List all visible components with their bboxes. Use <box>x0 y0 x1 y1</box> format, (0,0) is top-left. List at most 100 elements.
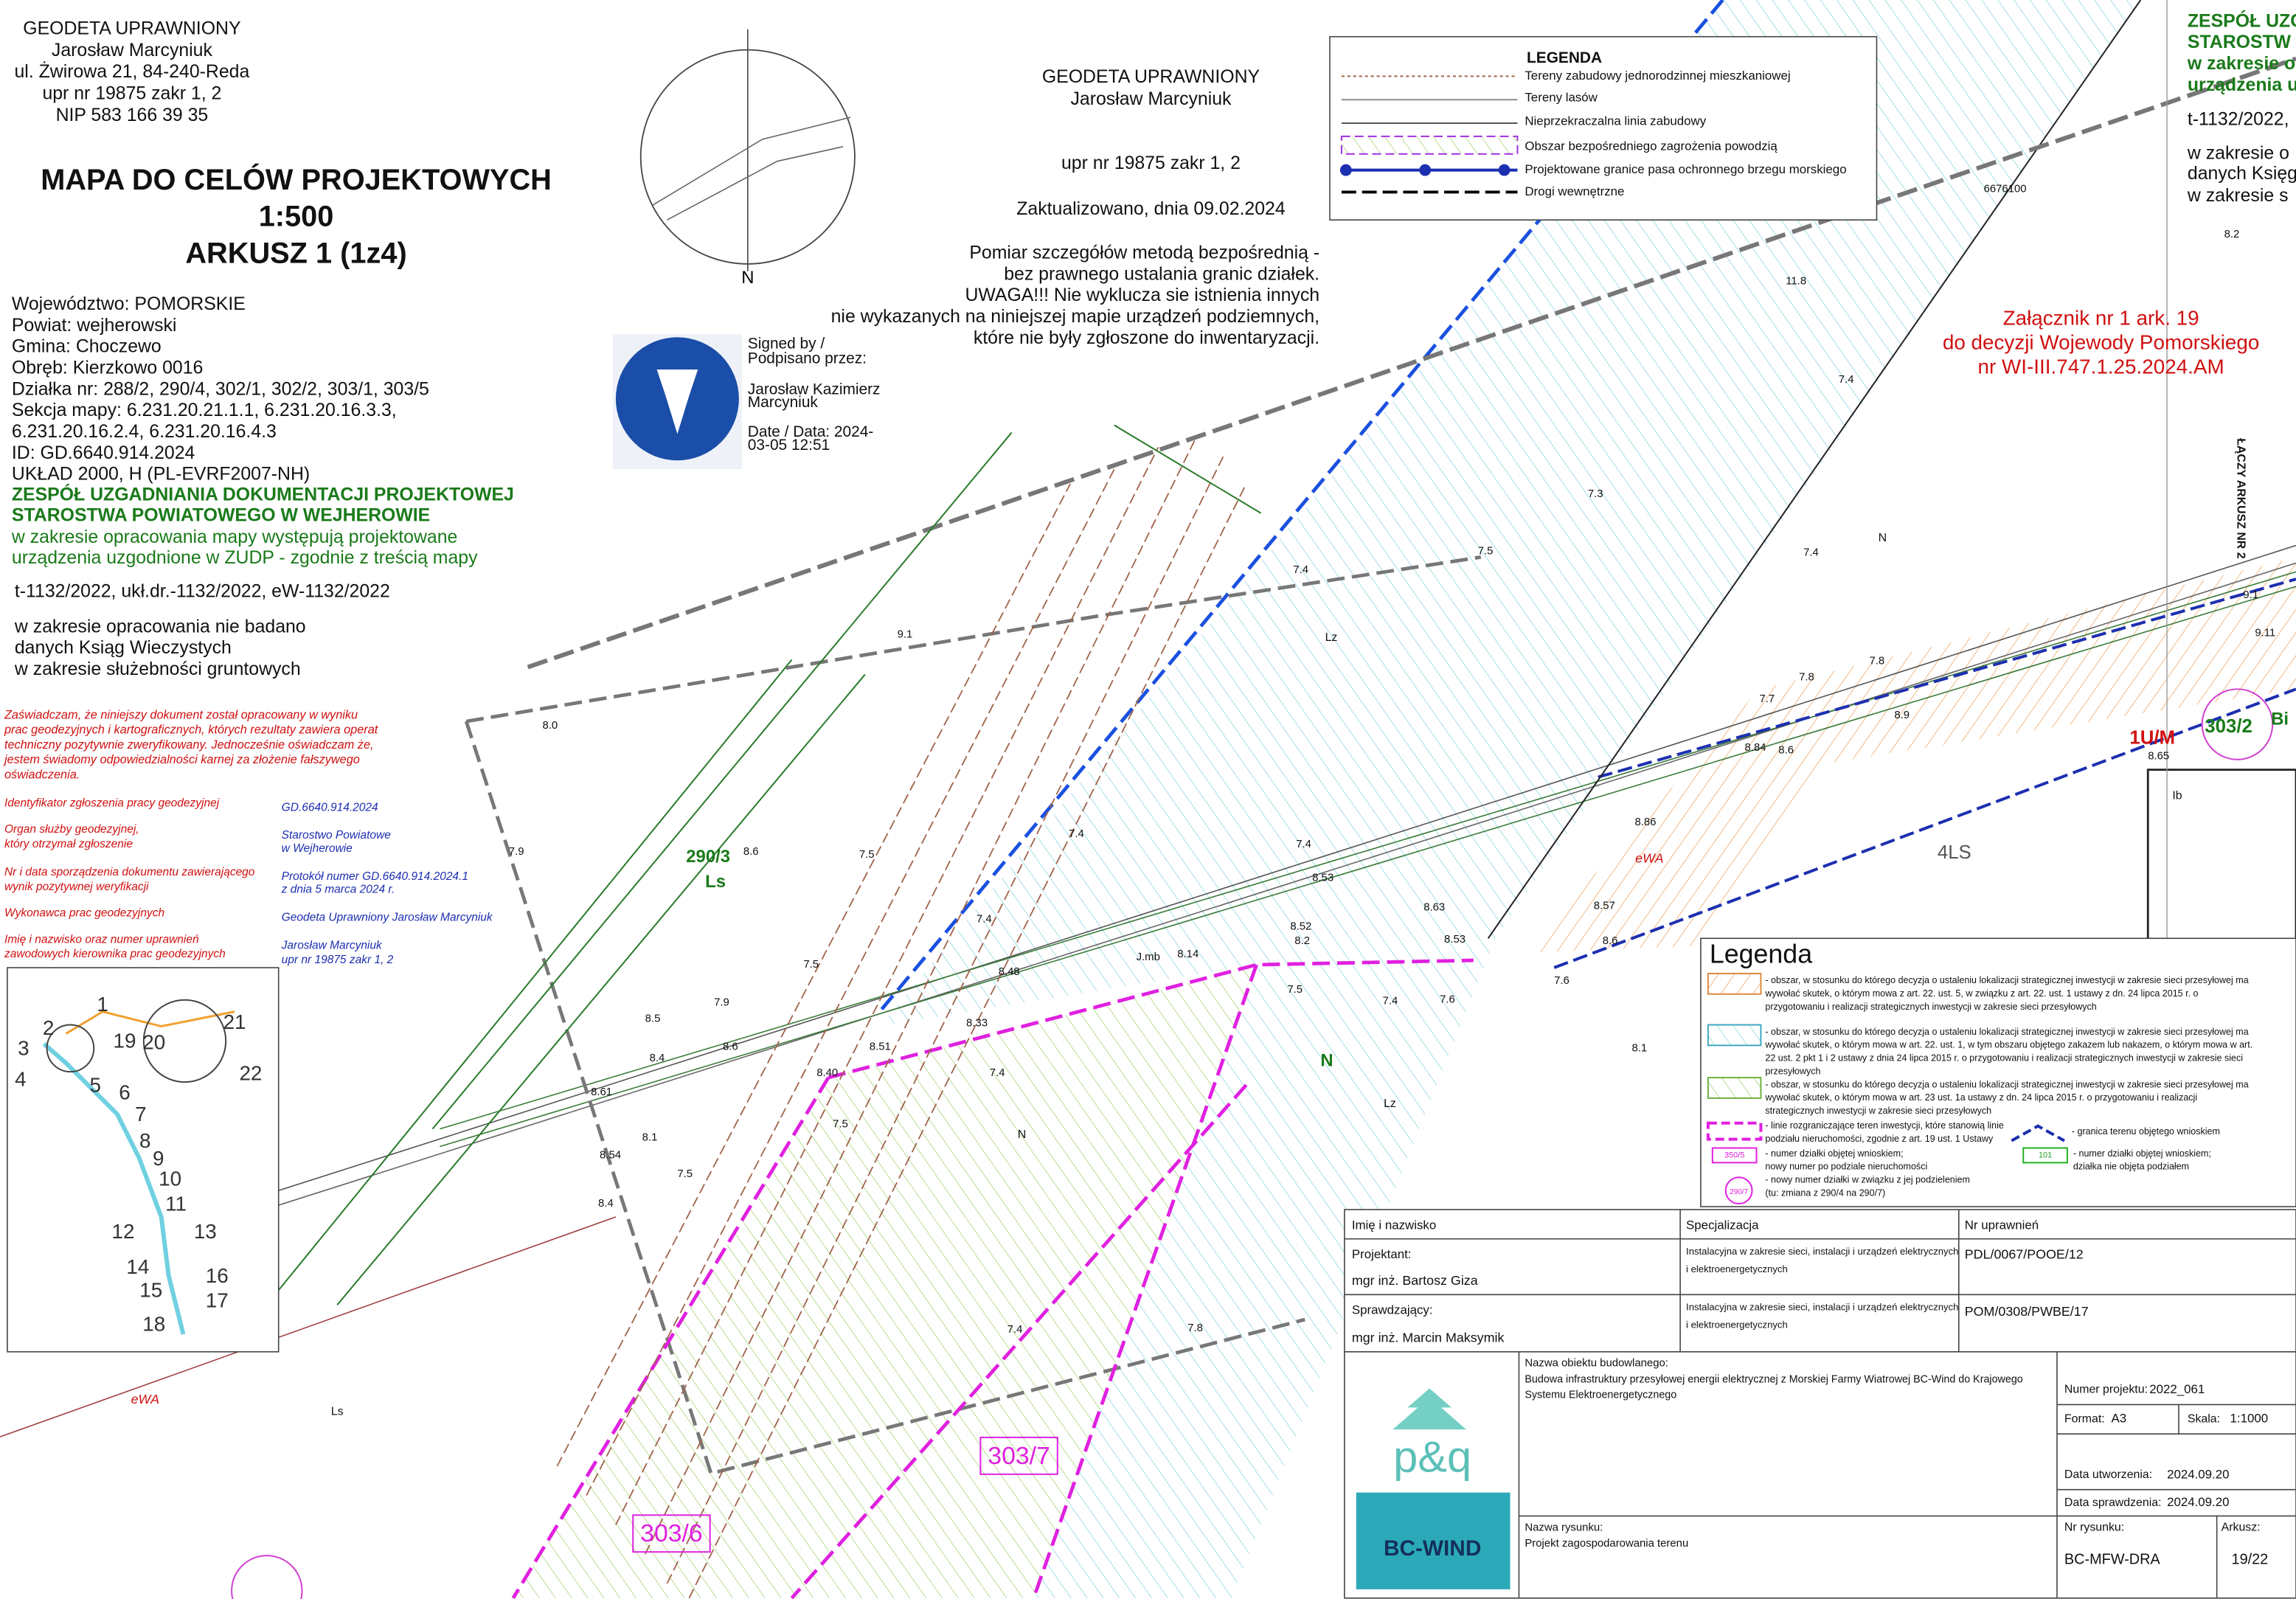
elevation: 7.5 <box>1287 984 1303 996</box>
location-info: UKŁAD 2000, H (PL-EVRF2007-NH) <box>12 465 310 485</box>
elevation: 7.5 <box>859 849 875 861</box>
field-label: Data sprawdzenia: <box>2064 1496 2162 1509</box>
elevation: 7.4 <box>977 913 992 925</box>
elevation: 7.5 <box>803 959 819 971</box>
legend-item: - obszar, w stosunku do którego decyzja … <box>1765 1079 2248 1089</box>
parcel-label: 303/2 <box>2205 716 2252 737</box>
elevation: 9.1 <box>898 629 913 641</box>
parcel-label: ŁĄCZY ARKUSZ NR 2 <box>2234 438 2247 558</box>
legend-item: podziału nieruchomości, zgodnie z art. 1… <box>1765 1134 1994 1144</box>
elevation: 7.6 <box>1554 975 1570 987</box>
elevation: 7.4 <box>1803 547 1819 558</box>
index-sheet: 9 <box>153 1147 164 1170</box>
logo-bc: BC-WIND <box>1384 1536 1481 1561</box>
elevation: 8.9 <box>1894 710 1910 721</box>
elevation: 8.5 <box>645 1013 661 1025</box>
elevation: 7.8 <box>1870 655 1885 667</box>
signature-icon <box>613 334 742 469</box>
verification-value: Starostwo Powiatowe <box>282 829 392 842</box>
verification-label: Imię i nazwisko oraz numer uprawnień <box>4 933 199 946</box>
elevation: 8.2 <box>2224 229 2240 240</box>
licence-number: POM/0308/PWBE/17 <box>1965 1304 2089 1319</box>
legend-item: strategicznych inwestycji w zakresie sie… <box>1765 1106 1991 1116</box>
field-label: Format: <box>2064 1412 2105 1425</box>
verification-label: Organ służby geodezyjnej, <box>4 823 139 836</box>
parcel-label: Lz <box>1384 1097 1396 1110</box>
index-sheet: 11 <box>165 1192 187 1215</box>
elevation: 6676100 <box>1984 183 2027 195</box>
edge-note: t-1132/2022, <box>2188 110 2289 130</box>
field-value: 2022_061 <box>2149 1382 2205 1396</box>
legend-item: - obszar, w stosunku do którego decyzja … <box>1765 975 2248 985</box>
location-info: Działka nr: 288/2, 290/4, 302/1, 302/2, … <box>12 379 429 399</box>
field-label: Skala: <box>2188 1412 2220 1425</box>
declaration: oświadczenia. <box>4 769 80 782</box>
location-info: Gmina: Choczewo <box>12 337 162 357</box>
registry-ids: t-1132/2022, ukł.dr.-1132/2022, eW-1132/… <box>15 582 390 602</box>
field-label: Data utworzenia: <box>2064 1468 2152 1481</box>
legend-item: 22 ust. 2 pkt 1 i 2 ustawy z dnia 24 lip… <box>1765 1053 2243 1064</box>
location-info: Województwo: POMORSKIE <box>12 294 246 314</box>
attachment-note: do decyzji Wojewody Pomorskiego <box>1943 331 2259 354</box>
legend-item: - nowy numer działki w związku z jej pod… <box>1765 1175 1970 1185</box>
index-sheet: 19 <box>113 1030 136 1052</box>
index-sheet: 5 <box>89 1073 100 1096</box>
signature-text: Marcyniuk <box>748 394 819 411</box>
title-block-frame <box>1345 1210 2296 1598</box>
elevation: 7.4 <box>1293 564 1308 576</box>
symbol <box>1342 136 1518 154</box>
verification-label: Wykonawca prac geodezyjnych <box>4 907 164 920</box>
elevation: 8.0 <box>543 720 558 732</box>
elevation: 8.52 <box>1290 920 1311 932</box>
field-label: Arkusz: <box>2222 1522 2261 1534</box>
surveyor-header: Jarosław Marcyniuk <box>52 41 213 60</box>
parcel-label: 4LS <box>1938 842 1971 863</box>
symbol <box>1419 164 1431 176</box>
elevation: 7.9 <box>509 846 524 858</box>
elevation: 9.1 <box>2243 589 2258 601</box>
legend-item: (tu: zmiana z 290/4 na 290/7) <box>1765 1187 1885 1198</box>
zudp-note: w zakresie opracowania mapy występują pr… <box>11 527 457 547</box>
land-register-note: danych Ksiąg Wieczystych <box>15 638 232 658</box>
location-info: Powiat: wejherowski <box>12 316 177 336</box>
parcel-label: N <box>1320 1051 1333 1071</box>
verification-value: upr nr 19875 zakr 1, 2 <box>282 954 394 966</box>
survey-note: UWAGA!!! Nie wyklucza sie istnienia inny… <box>965 285 1319 305</box>
swatch <box>1708 1025 1761 1046</box>
legend-item: nowy numer po podziale nieruchomości <box>1765 1162 1927 1172</box>
index-sheet: 20 <box>142 1031 165 1054</box>
location-info: 6.231.20.16.2.4, 6.231.20.16.4.3 <box>12 422 277 442</box>
elevation: 8.48 <box>999 966 1020 978</box>
index-sheet: 21 <box>223 1010 246 1033</box>
person-name: mgr inż. Marcin Maksymik <box>1352 1331 1505 1345</box>
elevation: 8.84 <box>1745 742 1766 754</box>
title: 1:500 <box>259 201 334 233</box>
surveyor-name: GEODETA UPRAWNIONY <box>1042 67 1260 87</box>
object-name: Budowa infrastruktury przesyłowej energi… <box>1525 1373 2022 1385</box>
sheet-number: 19/22 <box>2232 1551 2269 1567</box>
elevation: 8.6 <box>1603 935 1618 947</box>
legend-item: Drogi wewnętrzne <box>1525 184 1624 198</box>
index-sheet: 2 <box>43 1016 54 1039</box>
elevation: 7.4 <box>1383 996 1398 1007</box>
legend-item: przygotowaniu i realizacji strategicznyc… <box>1765 1002 2096 1012</box>
surveyor-header: GEODETA UPRAWNIONY <box>23 18 241 38</box>
elevation: 8.53 <box>1444 934 1466 946</box>
elevation: 8.2 <box>1294 935 1310 947</box>
legend-item: Nieprzekraczalna linia zabudowy <box>1525 114 1706 128</box>
edge-note: STAROSTW <box>2188 32 2292 52</box>
field-label: Nazwa obiektu budowlanego: <box>1525 1358 1668 1370</box>
symbol <box>1499 164 1511 176</box>
legend-item: wywołać skutek, o którym mowa w art. 22.… <box>1764 1040 2252 1050</box>
attachment-note: nr WI-III.747.1.25.2024.AM <box>1978 355 2224 378</box>
location-info: Sekcja mapy: 6.231.20.21.1.1, 6.231.20.1… <box>12 400 397 420</box>
elevation: 7.6 <box>1440 994 1455 1006</box>
elevation: 8.86 <box>1634 816 1656 828</box>
legend-item: wywołać skutek, o którym mowa w art. 23 … <box>1764 1092 2197 1103</box>
verification-value: Geodeta Uprawniony Jarosław Marcyniuk <box>282 912 493 924</box>
object-name: Systemu Elektroenergetycznego <box>1525 1389 1676 1401</box>
parcel-label: Bi <box>2271 709 2289 729</box>
parcel-label: Lz <box>1325 631 1338 644</box>
verification-value: w Wejherowie <box>282 842 353 855</box>
edge-note: w zakresie o <box>2187 54 2295 74</box>
